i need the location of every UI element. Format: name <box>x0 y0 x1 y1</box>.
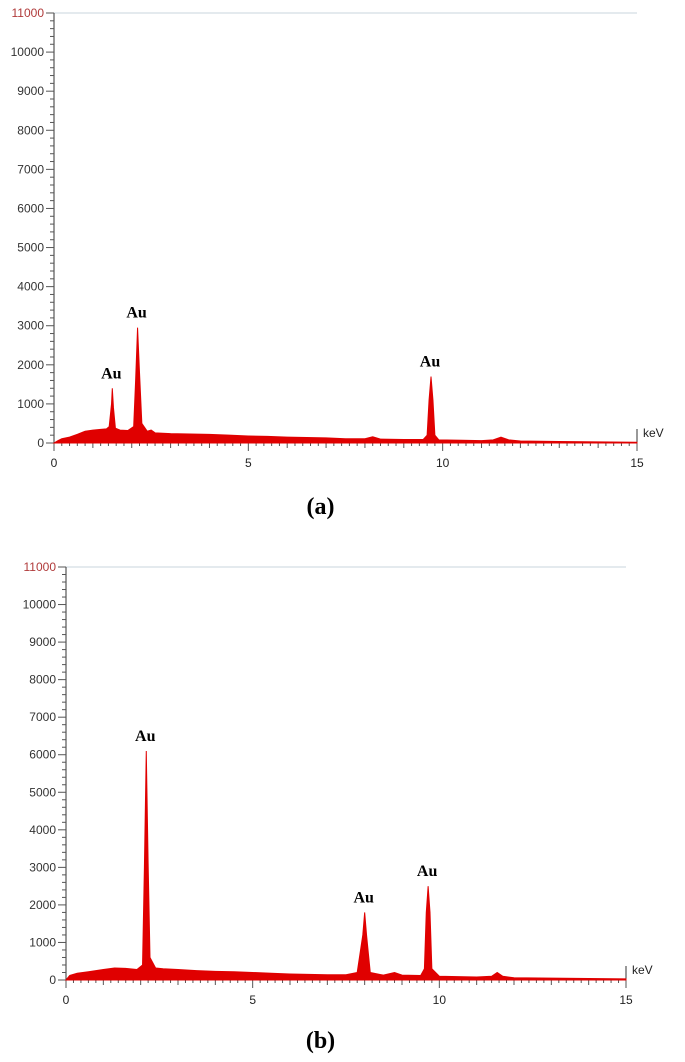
x-tick-label: 15 <box>630 456 644 470</box>
panel-label-a: (a) <box>306 494 335 520</box>
panel-label-b: (b) <box>305 1028 336 1054</box>
y-tick-label: 7000 <box>29 710 56 724</box>
y-tick-label: 2000 <box>17 358 44 372</box>
peak-label-au: Au <box>420 354 441 371</box>
y-tick-label: 0 <box>49 973 56 987</box>
y-tick-label: 6000 <box>17 201 44 215</box>
peak-label-au: Au <box>135 728 156 745</box>
y-tick-label: 3000 <box>29 860 56 874</box>
x-tick-label: 0 <box>63 993 70 1007</box>
y-tick-label: 9000 <box>29 635 56 649</box>
x-tick-label: 0 <box>51 456 58 470</box>
x-tick-label: 15 <box>619 993 633 1007</box>
x-unit-label: keV <box>643 426 664 440</box>
edx-spectrum-panel-a: 0 1000 2000 3000 4000 5000 6000 7000 8000 9000 100… <box>0 0 685 530</box>
y-tick-label: 11000 <box>24 560 57 574</box>
peak-label-au: Au <box>101 365 122 382</box>
x-tick-label: 5 <box>245 456 252 470</box>
y-tick-label: 5000 <box>17 241 44 255</box>
x-tick-label: 10 <box>433 993 447 1007</box>
y-tick-label: 3000 <box>17 319 44 333</box>
y-tick-label: 6000 <box>29 748 56 762</box>
y-tick-label: 4000 <box>29 823 56 837</box>
edx-spectrum-chart-b: 0100020003000400050006000700080009000100… <box>23 560 653 1007</box>
peak-label-au: Au <box>353 889 374 906</box>
y-tick-label: 1000 <box>17 397 44 411</box>
y-tick-label: 11000 <box>12 6 45 20</box>
y-tick-label: 7000 <box>17 162 44 176</box>
edx-spectrum-panel-b: 0 1000 2000 3000 4000 5000 6000 7000 8000 9000 100… <box>0 540 685 1062</box>
y-tick-label: 9000 <box>17 84 44 98</box>
x-tick-label: 10 <box>436 456 450 470</box>
spectrum-area <box>52 327 638 444</box>
y-tick-label: 10000 <box>11 45 45 59</box>
y-tick-label: 8000 <box>17 123 44 137</box>
edx-spectrum-chart-a: 0100020003000400050006000700080009000100… <box>11 6 664 470</box>
peak-label-au: Au <box>417 863 438 880</box>
peak-label-au: Au <box>126 305 147 322</box>
y-tick-label: 8000 <box>29 673 56 687</box>
y-tick-label: 0 <box>37 436 44 450</box>
x-unit-label: keV <box>632 963 653 977</box>
y-tick-label: 2000 <box>29 898 56 912</box>
spectrum-area <box>64 750 627 981</box>
y-tick-label: 1000 <box>29 935 56 949</box>
y-tick-label: 10000 <box>23 598 57 612</box>
x-tick-label: 5 <box>249 993 256 1007</box>
y-tick-label: 5000 <box>29 785 56 799</box>
y-tick-label: 4000 <box>17 280 44 294</box>
